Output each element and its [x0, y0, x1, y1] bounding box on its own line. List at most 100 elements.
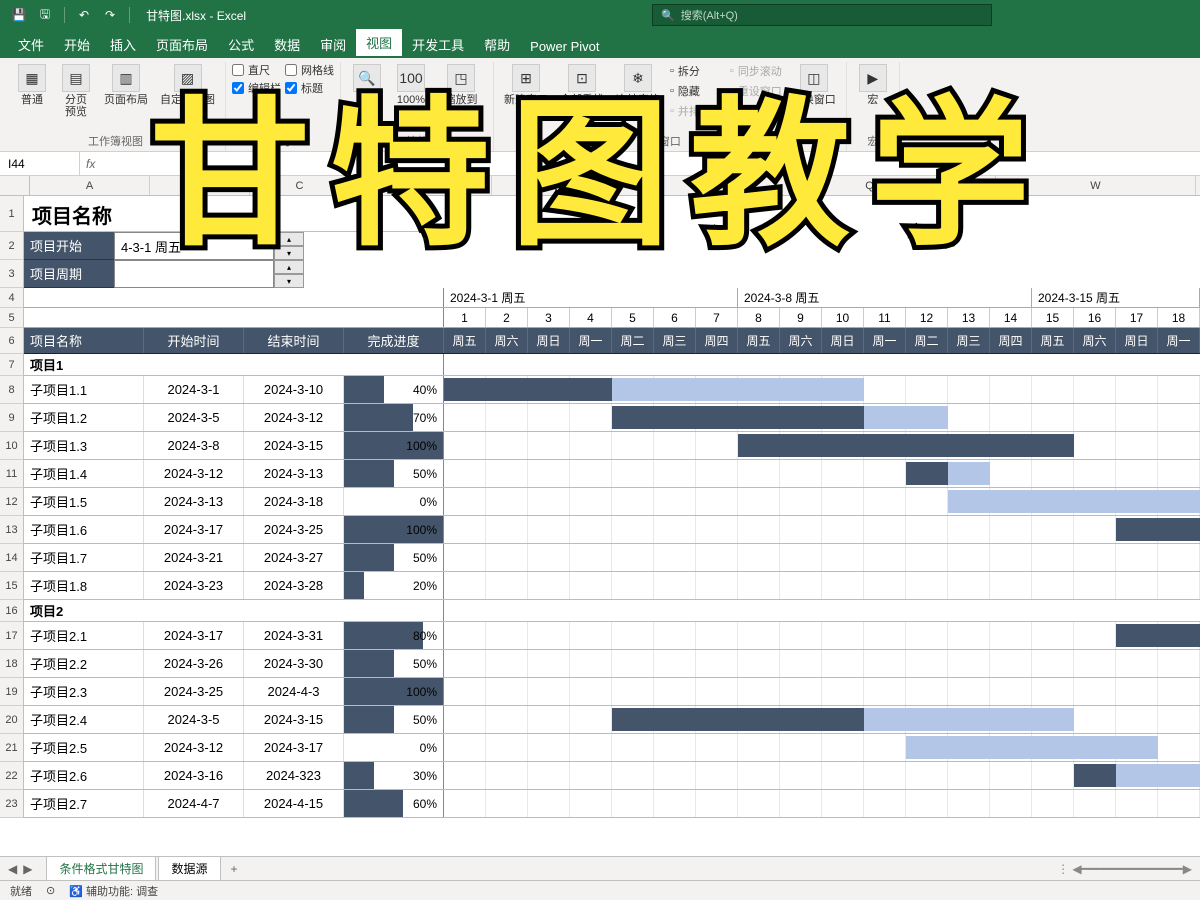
ribbon-checkbox[interactable]: 直尺 — [232, 62, 281, 78]
project-start-value[interactable]: 4-3-1 周五 — [114, 232, 274, 260]
col-header[interactable]: A — [30, 176, 150, 195]
ribbon-icon: ⊞ — [512, 64, 540, 92]
task-row[interactable]: 子项目1.22024-3-52024-3-1270% — [24, 404, 1200, 432]
row-header[interactable]: 14 — [0, 544, 23, 572]
ribbon-checkbox[interactable]: 网格线 — [285, 62, 334, 78]
row-header[interactable]: 3 — [0, 260, 23, 288]
task-row[interactable]: 子项目2.22024-3-262024-3-3050% — [24, 650, 1200, 678]
name-box[interactable]: I44 — [0, 152, 80, 175]
task-row[interactable]: 子项目2.72024-4-72024-4-1560% — [24, 790, 1200, 818]
task-row[interactable]: 子项目1.32024-3-82024-3-15100% — [24, 432, 1200, 460]
menu-tab-数据[interactable]: 数据 — [264, 31, 310, 58]
menu-tab-文件[interactable]: 文件 — [8, 31, 54, 58]
ribbon-button[interactable]: ◳缩放到选定区域 — [435, 62, 487, 120]
ribbon-button[interactable]: ⊞新建窗口 — [500, 62, 552, 108]
task-row[interactable]: 子项目1.52024-3-132024-3-180% — [24, 488, 1200, 516]
row-header[interactable]: 18 — [0, 650, 23, 678]
task-row[interactable]: 子项目1.82024-3-232024-3-2820% — [24, 572, 1200, 600]
task-row[interactable]: 子项目2.42024-3-52024-3-1550% — [24, 706, 1200, 734]
menu-tab-帮助[interactable]: 帮助 — [474, 31, 520, 58]
task-name: 子项目1.8 — [24, 572, 144, 599]
row-header[interactable]: 8 — [0, 376, 23, 404]
ribbon-button[interactable]: ▨自定义视图 — [156, 62, 219, 108]
sheet-tab[interactable]: 数据源 — [158, 856, 220, 882]
redo-icon[interactable]: ↷ — [99, 4, 121, 26]
task-end: 2024-3-18 — [244, 488, 344, 515]
row-header[interactable]: 4 — [0, 288, 23, 308]
row-header[interactable]: 10 — [0, 432, 23, 460]
ribbon-button[interactable]: ▥页面布局 — [100, 62, 152, 108]
task-row[interactable]: 子项目2.52024-3-122024-3-170% — [24, 734, 1200, 762]
spinner[interactable]: ▴▾ — [274, 260, 304, 288]
select-all-corner[interactable] — [0, 176, 30, 195]
col-header[interactable]: C — [250, 176, 350, 195]
row-header[interactable]: 11 — [0, 460, 23, 488]
col-header[interactable]: L — [492, 176, 744, 195]
add-sheet-button[interactable]: + — [223, 859, 246, 879]
col-header[interactable]: W — [996, 176, 1196, 195]
row-header[interactable]: 20 — [0, 706, 23, 734]
menu-tab-插入[interactable]: 插入 — [100, 31, 146, 58]
menu-tab-开始[interactable]: 开始 — [54, 31, 100, 58]
ribbon-item[interactable]: ▫隐藏 — [668, 82, 724, 100]
menu-tab-公式[interactable]: 公式 — [218, 31, 264, 58]
menu-tab-开发工具[interactable]: 开发工具 — [402, 31, 474, 58]
row-header[interactable]: 12 — [0, 488, 23, 516]
cells-area[interactable]: 项目名称项目开始4-3-1 周五▴▾项目周期▴▾2024-3-1 周五2024-… — [24, 196, 1200, 818]
row-header[interactable]: 6 — [0, 328, 23, 354]
menu-tab-页面布局[interactable]: 页面布局 — [146, 31, 218, 58]
spinner[interactable]: ▴▾ — [274, 232, 304, 260]
task-end: 2024-3-31 — [244, 622, 344, 649]
row-header[interactable]: 19 — [0, 678, 23, 706]
ribbon-button[interactable]: ◫切换窗口 — [788, 62, 840, 108]
menu-tab-审阅[interactable]: 审阅 — [310, 31, 356, 58]
col-header[interactable]: E — [450, 176, 492, 195]
menu-tab-视图[interactable]: 视图 — [356, 29, 402, 58]
row-header[interactable]: 17 — [0, 622, 23, 650]
row-header[interactable]: 7 — [0, 354, 23, 376]
task-row[interactable]: 子项目1.62024-3-172024-3-25100% — [24, 516, 1200, 544]
ribbon-icon: ❄ — [624, 64, 652, 92]
save-icon[interactable]: 💾 — [8, 4, 30, 26]
row-header[interactable]: 16 — [0, 600, 23, 622]
task-row[interactable]: 子项目2.62024-3-162024-32330% — [24, 762, 1200, 790]
sheet-nav[interactable]: ◀▶ — [8, 862, 32, 876]
ribbon-button[interactable]: ▦普通 — [12, 62, 52, 108]
ribbon-button[interactable]: 🔍缩放 — [347, 62, 387, 120]
save-all-icon[interactable]: 🖫 — [34, 4, 56, 26]
row-header[interactable]: 15 — [0, 572, 23, 600]
search-box[interactable]: 🔍 搜索(Alt+Q) — [652, 4, 992, 26]
row-header[interactable]: 5 — [0, 308, 23, 328]
fx-icon[interactable]: fx — [80, 157, 101, 171]
sheet-tab[interactable]: 条件格式甘特图 — [46, 856, 156, 882]
menu-tab-Power Pivot[interactable]: Power Pivot — [520, 35, 609, 58]
ribbon-button[interactable]: ▶宏 — [853, 62, 893, 108]
task-row[interactable]: 子项目1.72024-3-212024-3-2750% — [24, 544, 1200, 572]
row-header[interactable]: 2 — [0, 232, 23, 260]
row-header[interactable]: 22 — [0, 762, 23, 790]
row-header[interactable]: 9 — [0, 404, 23, 432]
task-row[interactable]: 子项目2.12024-3-172024-3-3180% — [24, 622, 1200, 650]
ribbon-group-label: 缩放 — [347, 131, 487, 149]
task-row[interactable]: 子项目2.32024-3-252024-4-3100% — [24, 678, 1200, 706]
ribbon-button[interactable]: ▤分页预览 — [56, 62, 96, 120]
task-row[interactable]: 子项目1.42024-3-122024-3-1350% — [24, 460, 1200, 488]
task-row[interactable]: 子项目1.12024-3-12024-3-1040% — [24, 376, 1200, 404]
ribbon-checkbox[interactable]: 编辑栏 — [232, 80, 281, 96]
project-period-value[interactable] — [114, 260, 274, 288]
ribbon-button[interactable]: 100100% — [391, 62, 431, 108]
ribbon-checkbox[interactable]: 标题 — [285, 80, 334, 96]
row-header[interactable]: 21 — [0, 734, 23, 762]
undo-icon[interactable]: ↶ — [73, 4, 95, 26]
row-header[interactable]: 13 — [0, 516, 23, 544]
row-header[interactable]: 23 — [0, 790, 23, 818]
row-header[interactable]: 1 — [0, 196, 23, 232]
ribbon-button[interactable]: ⊡全部重排 — [556, 62, 608, 108]
project-start-label: 项目开始 — [24, 232, 114, 260]
ribbon-item[interactable]: ▫拆分 — [668, 62, 724, 80]
day-number: 5 — [612, 308, 654, 327]
col-header[interactable]: Q — [744, 176, 996, 195]
col-header[interactable]: D — [350, 176, 450, 195]
col-header[interactable]: B — [150, 176, 250, 195]
ribbon-button[interactable]: ❄冻结窗格 — [612, 62, 664, 108]
